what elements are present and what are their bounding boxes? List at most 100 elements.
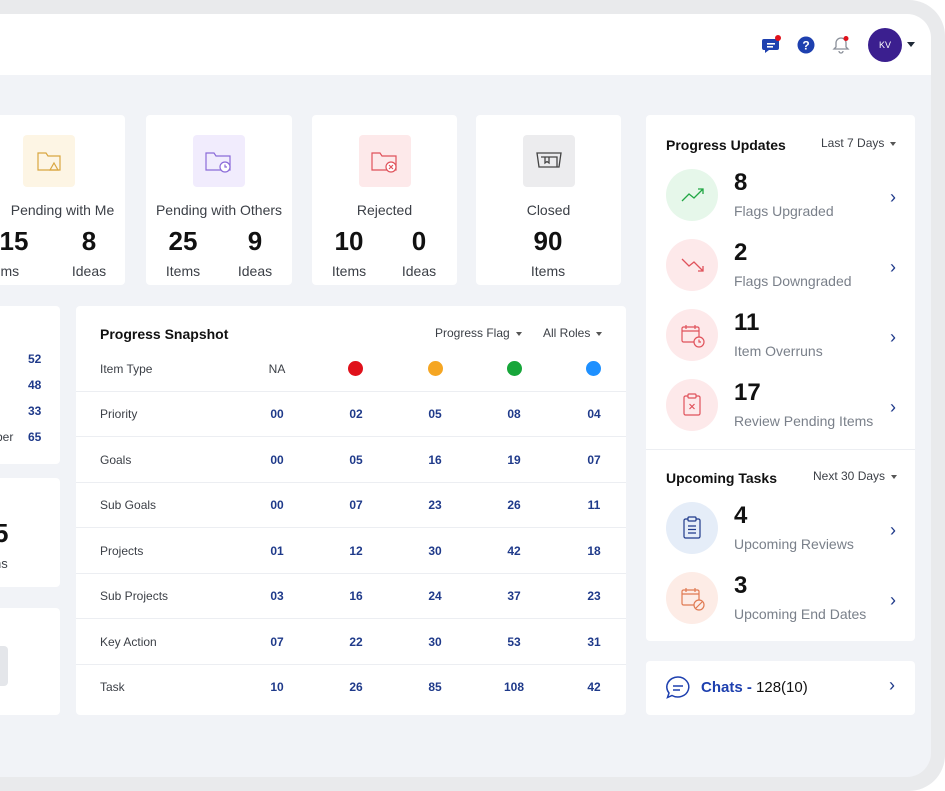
row-value[interactable]: 05 <box>428 407 442 421</box>
pending-others-items-label: Items <box>165 263 201 279</box>
row-label: Projects <box>100 543 144 558</box>
table-row[interactable]: Sub Projects 03 16 24 37 23 <box>76 573 626 619</box>
row-value[interactable]: 10 <box>270 680 284 694</box>
last-7-days-dropdown[interactable]: Last 7 Days <box>821 136 897 150</box>
progress-snapshot-card: Progress Snapshot Progress Flag All Role… <box>76 306 626 715</box>
row-value[interactable]: 30 <box>428 543 442 558</box>
table-row[interactable]: Goals 00 05 16 19 07 <box>76 437 626 483</box>
pending-with-me-card[interactable]: Pending with Me 15 8 Items Ideas <box>0 115 125 285</box>
pending-with-me-title: Pending with Me <box>10 202 115 218</box>
progress-updates-title: Progress Updates <box>666 137 786 153</box>
row-value[interactable]: 37 <box>507 589 521 603</box>
trend-up-icon <box>666 169 718 221</box>
row-value[interactable]: 24 <box>428 589 442 603</box>
upcoming-end-dates-item[interactable]: 3 Upcoming End Dates › <box>646 572 916 642</box>
row-value[interactable]: 53 <box>507 634 521 649</box>
row-value[interactable]: 18 <box>587 543 601 558</box>
row-value[interactable]: 19 <box>507 452 521 467</box>
upcoming-end-dates-label: Upcoming End Dates <box>734 606 867 622</box>
row-value[interactable]: 11 <box>587 498 601 512</box>
table-header-row: Item Type NA <box>76 346 626 392</box>
row-value[interactable]: 01 <box>270 543 284 558</box>
left-label-fragment: ber <box>0 430 14 444</box>
left-value-4: 65 <box>28 430 42 444</box>
row-value[interactable]: 00 <box>270 407 284 421</box>
row-value[interactable]: 22 <box>349 634 363 649</box>
row-value[interactable]: 02 <box>349 407 363 421</box>
row-value[interactable]: 42 <box>507 543 521 558</box>
chats-card[interactable]: Chats - 128(10) › <box>646 661 915 715</box>
user-avatar[interactable]: KV <box>868 28 902 62</box>
table-row[interactable]: Key Action 07 22 30 53 31 <box>76 619 626 665</box>
row-value[interactable]: 16 <box>349 589 363 603</box>
bell-icon[interactable] <box>831 35 851 55</box>
progress-flag-label: Progress Flag <box>435 326 510 340</box>
flags-upgraded-label: Flags Upgraded <box>734 203 834 219</box>
chevron-down-icon <box>596 331 603 336</box>
chevron-down-icon <box>890 141 897 146</box>
flags-upgraded-item[interactable]: 8 Flags Upgraded › <box>646 169 916 239</box>
folder-rejected-icon <box>358 135 411 187</box>
row-label: Goals <box>100 452 132 467</box>
closed-box-icon <box>522 135 575 187</box>
green-flag-dot <box>507 361 522 376</box>
chat-notification-icon[interactable] <box>761 35 781 55</box>
pending-with-others-card[interactable]: Pending with Others 25 9 Items Ideas <box>146 115 292 285</box>
chevron-right-icon: › <box>890 257 896 277</box>
row-value[interactable]: 16 <box>428 452 442 467</box>
row-value[interactable]: 30 <box>428 634 442 649</box>
upcoming-reviews-item[interactable]: 4 Upcoming Reviews › <box>646 502 916 572</box>
row-value[interactable]: 07 <box>270 634 284 649</box>
row-value[interactable]: 12 <box>349 543 363 558</box>
next-30-days-dropdown[interactable]: Next 30 Days <box>813 469 898 483</box>
row-value[interactable]: 07 <box>349 498 363 512</box>
row-value[interactable]: 00 <box>270 452 284 467</box>
chevron-right-icon: › <box>889 675 895 695</box>
flags-downgraded-item[interactable]: 2 Flags Downgraded › <box>646 239 916 309</box>
chats-count: 128(10) <box>756 679 808 696</box>
upcoming-end-dates-count: 3 <box>734 572 748 599</box>
row-value[interactable]: 23 <box>587 589 601 603</box>
table-row[interactable]: Priority 00 02 05 08 04 <box>76 391 626 437</box>
pending-me-ideas-label: Ideas <box>71 263 107 279</box>
progress-updates-card: Progress Updates Last 7 Days 8 Flags Upg… <box>646 115 915 641</box>
help-icon[interactable]: ? <box>796 35 816 55</box>
row-value[interactable]: 05 <box>349 452 363 467</box>
pending-others-ideas-label: Ideas <box>237 263 273 279</box>
table-row[interactable]: Projects 01 12 30 42 18 <box>76 528 626 574</box>
left-action-button[interactable] <box>0 646 8 686</box>
row-value[interactable]: 08 <box>507 407 521 421</box>
item-overruns-item[interactable]: 11 Item Overruns › <box>646 309 916 379</box>
chats-label: Chats - <box>701 679 757 696</box>
review-pending-item[interactable]: 17 Review Pending Items › <box>646 379 916 449</box>
row-value[interactable]: 07 <box>587 452 601 467</box>
row-value[interactable]: 108 <box>503 680 525 694</box>
row-value[interactable]: 04 <box>587 407 601 421</box>
row-value[interactable]: 00 <box>270 498 284 512</box>
clipboard-cross-icon <box>666 379 718 431</box>
row-label: Key Action <box>100 634 157 649</box>
row-value[interactable]: 42 <box>587 680 601 694</box>
avatar-dropdown-caret[interactable] <box>907 42 915 47</box>
row-value[interactable]: 31 <box>587 634 601 649</box>
chevron-right-icon: › <box>890 520 896 540</box>
row-value[interactable]: 26 <box>349 680 363 694</box>
table-row[interactable]: Sub Goals 00 07 23 26 11 <box>76 482 626 528</box>
row-value[interactable]: 03 <box>270 589 284 603</box>
closed-items-count: 90 <box>533 226 563 256</box>
upcoming-tasks-title: Upcoming Tasks <box>666 470 777 486</box>
svg-text:?: ? <box>802 39 809 53</box>
clipboard-list-icon <box>666 502 718 554</box>
pending-me-items-count: 15 <box>0 226 29 256</box>
table-row[interactable]: Task 10 26 85 108 42 <box>76 664 626 709</box>
closed-card[interactable]: Closed 90 Items <box>476 115 621 285</box>
left-value-1: 52 <box>28 352 42 366</box>
chat-bubble-icon <box>666 676 690 699</box>
row-value[interactable]: 23 <box>428 498 442 512</box>
progress-flag-dropdown[interactable]: Progress Flag <box>435 326 522 340</box>
row-value[interactable]: 26 <box>507 498 521 512</box>
divider <box>646 449 915 450</box>
all-roles-dropdown[interactable]: All Roles <box>543 326 603 340</box>
row-value[interactable]: 85 <box>428 680 442 694</box>
rejected-card[interactable]: Rejected 10 0 Items Ideas <box>312 115 457 285</box>
